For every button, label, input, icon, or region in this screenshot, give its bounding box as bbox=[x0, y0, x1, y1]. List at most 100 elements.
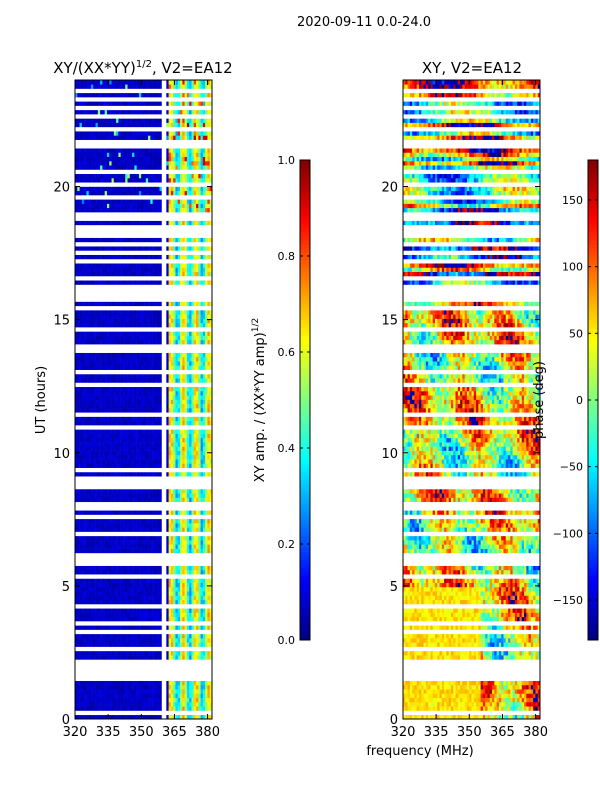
amplitude-cell bbox=[209, 510, 213, 515]
amplitude-cell bbox=[93, 408, 96, 413]
amplitude-cell bbox=[175, 552, 179, 558]
amplitude-cell bbox=[88, 633, 92, 639]
amplitude-cell bbox=[95, 382, 99, 388]
amplitude-cell bbox=[138, 527, 142, 532]
amplitude-cell bbox=[207, 484, 211, 490]
amplitude-cell bbox=[116, 390, 119, 396]
amplitude-cell bbox=[170, 493, 174, 498]
amplitude-cell bbox=[116, 552, 119, 558]
amplitude-cell bbox=[186, 697, 190, 703]
amplitude-cell bbox=[200, 697, 204, 703]
amplitude-cell bbox=[196, 714, 199, 720]
amplitude-cell bbox=[136, 382, 140, 388]
amplitude-cell bbox=[198, 561, 201, 566]
amplitude-cell bbox=[113, 586, 117, 592]
amplitude-cell bbox=[166, 569, 169, 575]
amplitude-cell bbox=[209, 578, 213, 583]
amplitude-cell bbox=[75, 399, 78, 405]
amplitude-cell bbox=[189, 442, 192, 447]
amplitude-cell bbox=[196, 467, 199, 473]
amplitude-cell bbox=[184, 535, 188, 541]
amplitude-cell bbox=[75, 710, 78, 716]
amplitude-cell bbox=[209, 540, 213, 545]
amplitude-cell bbox=[170, 557, 174, 562]
amplitude-cell bbox=[175, 442, 179, 447]
amplitude-cell bbox=[207, 463, 211, 468]
amplitude-cell bbox=[150, 476, 153, 481]
amplitude-cell bbox=[93, 608, 96, 613]
amplitude-cell bbox=[100, 603, 103, 609]
amplitude-cell bbox=[125, 633, 128, 639]
amplitude-cell bbox=[180, 531, 183, 537]
amplitude-cell bbox=[198, 408, 201, 413]
amplitude-cell bbox=[184, 437, 188, 443]
amplitude-cell bbox=[90, 638, 94, 643]
amplitude-cell bbox=[152, 676, 156, 681]
amplitude-cell bbox=[145, 382, 149, 388]
amplitude-cell bbox=[152, 488, 156, 494]
amplitude-cell bbox=[86, 361, 89, 366]
amplitude-cell bbox=[136, 591, 140, 596]
amplitude-cell bbox=[86, 612, 89, 618]
amplitude-cell bbox=[127, 433, 131, 439]
amplitude-cell bbox=[125, 386, 128, 392]
amplitude-cell bbox=[132, 586, 135, 592]
amplitude-cell bbox=[127, 501, 131, 507]
amplitude-cell bbox=[177, 510, 181, 515]
amplitude-cell bbox=[111, 693, 115, 698]
amplitude-cell bbox=[180, 510, 183, 515]
amplitude-cell bbox=[97, 646, 101, 652]
amplitude-cell bbox=[182, 548, 185, 554]
amplitude-cell bbox=[154, 510, 158, 515]
amplitude-cell bbox=[125, 574, 128, 579]
amplitude-cell bbox=[143, 621, 147, 626]
amplitude-cell bbox=[145, 480, 149, 485]
amplitude-cell bbox=[113, 493, 117, 498]
amplitude-cell bbox=[154, 642, 158, 647]
amplitude-cell bbox=[150, 488, 153, 494]
amplitude-cell bbox=[191, 714, 195, 720]
amplitude-cell bbox=[159, 689, 163, 694]
amplitude-cell bbox=[81, 561, 85, 566]
amplitude-cell bbox=[193, 544, 197, 549]
amplitude-cell bbox=[154, 667, 158, 673]
amplitude-cell bbox=[209, 531, 213, 537]
amplitude-cell bbox=[168, 706, 172, 711]
amplitude-cell bbox=[173, 369, 176, 375]
amplitude-cell bbox=[95, 642, 99, 647]
amplitude-cell bbox=[205, 467, 208, 473]
amplitude-cell bbox=[173, 437, 176, 443]
amplitude-cell bbox=[198, 646, 201, 652]
amplitude-cell bbox=[127, 544, 131, 549]
amplitude-cell bbox=[100, 565, 103, 571]
amplitude-cell bbox=[134, 497, 137, 503]
amplitude-cell bbox=[170, 437, 174, 443]
amplitude-cell bbox=[120, 459, 124, 464]
amplitude-cell bbox=[109, 655, 112, 660]
amplitude-cell bbox=[104, 642, 108, 647]
amplitude-cell bbox=[164, 638, 167, 643]
amplitude-cell bbox=[95, 599, 99, 605]
amplitude-cell bbox=[180, 484, 183, 490]
amplitude-cell bbox=[166, 450, 169, 456]
amplitude-cell bbox=[88, 595, 92, 601]
amplitude-cell bbox=[136, 638, 140, 643]
amplitude-cell bbox=[193, 616, 197, 622]
amplitude-cell bbox=[129, 561, 133, 566]
amplitude-cell bbox=[95, 629, 99, 635]
amplitude-cell bbox=[102, 365, 105, 370]
amplitude-cell bbox=[209, 471, 213, 477]
amplitude-cell bbox=[191, 420, 195, 426]
amplitude-cell bbox=[200, 680, 204, 686]
amplitude-cell bbox=[177, 667, 181, 673]
amplitude-cell bbox=[90, 369, 94, 375]
amplitude-cell bbox=[196, 493, 199, 498]
amplitude-cell bbox=[134, 382, 137, 388]
amplitude-cell bbox=[159, 497, 163, 503]
amplitude-cell bbox=[154, 425, 158, 430]
amplitude-cell bbox=[173, 365, 176, 370]
amplitude-cell bbox=[166, 446, 169, 451]
amplitude-cell bbox=[189, 450, 192, 456]
amplitude-cell bbox=[173, 535, 176, 541]
amplitude-cell bbox=[93, 540, 96, 545]
